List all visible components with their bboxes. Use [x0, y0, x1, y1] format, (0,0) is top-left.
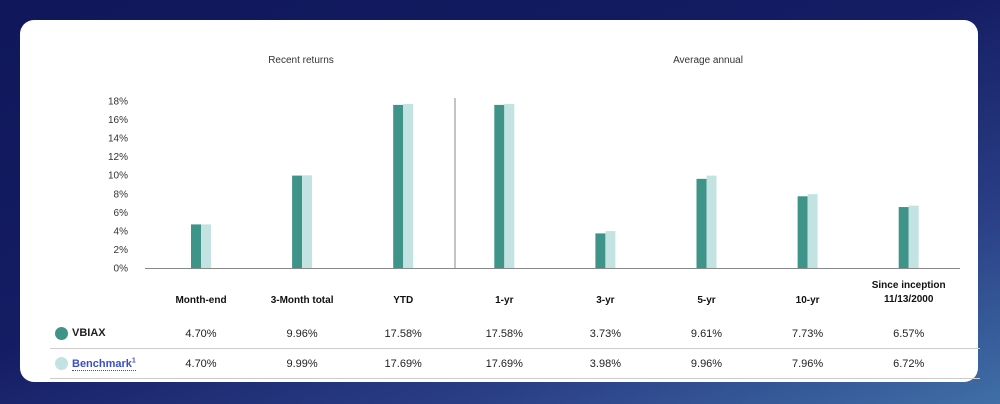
data-label: 3.98% [589, 358, 621, 370]
data-label: 17.58% [384, 328, 422, 340]
row-divider [50, 348, 980, 349]
x-tick-label: 5-yr [697, 295, 716, 306]
x-tick-label: 10-yr [795, 295, 820, 306]
y-tick-label: 12% [108, 152, 128, 163]
bar-benchmark [908, 205, 919, 268]
data-label: 7.73% [791, 328, 824, 340]
bar-benchmark [403, 103, 414, 268]
section-label: Average annual [673, 55, 743, 66]
bar-vbiax [292, 175, 303, 268]
section-label: Recent returns [268, 55, 334, 66]
legend-dot-vbiax [55, 327, 68, 340]
data-label: 17.69% [485, 358, 523, 370]
x-tick-label: Month-end [175, 295, 227, 306]
data-label: 9.61% [690, 328, 723, 340]
y-tick-label: 0% [114, 264, 129, 275]
data-label: 4.70% [185, 358, 217, 370]
bar-benchmark [605, 231, 616, 268]
bar-vbiax [696, 178, 707, 268]
returns-chart: 0% 2% 4% 6% 8% 10% 12% 14% 16% 18% Recent returns A… [108, 55, 960, 275]
fund-label: VBIAX [72, 327, 106, 339]
bar-benchmark [201, 224, 211, 268]
row-divider [50, 378, 980, 379]
bar-vbiax [393, 104, 404, 268]
bar-benchmark [706, 175, 717, 268]
data-label: 6.57% [893, 328, 925, 340]
bar-benchmark [807, 194, 818, 268]
data-label: 17.58% [485, 328, 523, 340]
data-label: 9.99% [286, 358, 318, 370]
data-label: 7.96% [791, 358, 824, 370]
bar-vbiax [797, 196, 808, 268]
bar-vbiax [595, 233, 606, 268]
benchmark-link[interactable]: Benchmark1 [72, 357, 136, 371]
returns-card: 0% 2% 4% 6% 8% 10% 12% 14% 16% 18% Recent returns A… [20, 20, 980, 382]
y-tick-label: 18% [108, 97, 128, 108]
y-tick-label: 10% [108, 171, 128, 182]
y-tick-label: 8% [114, 189, 129, 200]
y-tick-label: 2% [114, 245, 129, 256]
bar-benchmark [302, 175, 313, 268]
data-label: 9.96% [690, 358, 723, 370]
bar-benchmark [504, 103, 515, 268]
legend-dot-benchmark [55, 357, 68, 370]
data-label: 3.73% [589, 328, 621, 340]
data-label: 9.96% [286, 328, 318, 340]
y-tick-label: 6% [114, 208, 129, 219]
y-tick-label: 14% [108, 134, 128, 145]
data-label: 17.69% [384, 358, 422, 370]
y-tick-label: 16% [108, 115, 128, 126]
x-tick-label: Since inception 11/13/2000 [871, 280, 946, 305]
x-tick-label: YTD [393, 295, 414, 306]
bar-vbiax [191, 224, 201, 268]
x-tick-label: 3-yr [596, 295, 615, 306]
x-tick-label: 1-yr [495, 295, 514, 306]
bar-vbiax [898, 207, 909, 268]
x-tick-label: 3-Month total [270, 295, 334, 306]
data-label: 6.72% [893, 358, 925, 370]
bar-vbiax [494, 104, 505, 268]
y-tick-label: 4% [114, 226, 129, 237]
data-label: 4.70% [185, 328, 217, 340]
